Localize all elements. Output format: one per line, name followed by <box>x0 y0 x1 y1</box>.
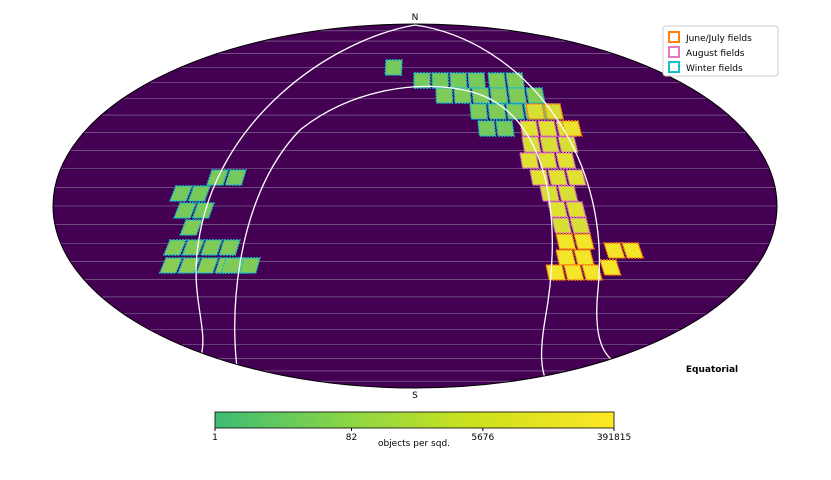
legend-label: June/July fields <box>685 34 752 44</box>
survey-field <box>384 59 403 76</box>
colorbar-tick-label: 1 <box>212 433 218 443</box>
colorbar-tick-label: 5676 <box>471 433 494 443</box>
survey-field <box>477 120 497 137</box>
survey-field <box>569 217 591 234</box>
survey-field <box>199 239 223 256</box>
survey-field <box>449 72 468 89</box>
colorbar-tick-label: 391815 <box>597 433 631 443</box>
survey-field <box>555 152 577 169</box>
survey-field <box>224 169 247 186</box>
survey-field <box>573 249 595 266</box>
survey-field <box>519 152 540 169</box>
survey-field <box>413 72 431 89</box>
survey-field <box>158 257 184 274</box>
survey-field <box>547 169 569 186</box>
survey-field <box>179 219 204 236</box>
galactic-lines <box>195 24 613 386</box>
south-label: S <box>412 391 418 401</box>
legend-swatch <box>668 46 680 58</box>
survey-field <box>191 202 215 219</box>
survey-field <box>487 103 507 120</box>
galactic-curve <box>195 24 613 361</box>
survey-field <box>525 87 546 104</box>
survey-field <box>195 257 219 274</box>
survey-field <box>173 202 198 219</box>
survey-field <box>218 239 241 256</box>
survey-field <box>573 233 595 250</box>
legend-box <box>662 25 779 77</box>
survey-field <box>539 185 560 202</box>
survey-field <box>565 201 587 218</box>
survey-field <box>543 103 565 120</box>
survey-field <box>581 264 604 281</box>
survey-field <box>551 217 573 234</box>
colorbar <box>214 411 615 429</box>
survey-field <box>505 103 526 120</box>
survey-field <box>220 257 243 274</box>
survey-field <box>545 264 567 281</box>
survey-field <box>177 257 202 274</box>
graticule <box>53 30 777 382</box>
survey-field <box>565 169 587 186</box>
legend: June/July fields August fields Winter fiel… <box>668 31 752 74</box>
survey-field <box>435 87 454 104</box>
galactic-curve <box>234 85 553 386</box>
survey-field <box>495 120 515 137</box>
survey-field <box>563 264 585 281</box>
survey-field <box>603 242 626 259</box>
survey-field <box>519 120 540 137</box>
survey-field <box>507 87 528 104</box>
survey-field <box>525 103 546 120</box>
legend-label: Winter fields <box>686 64 743 74</box>
north-label: N <box>412 13 419 23</box>
sky-border <box>52 23 778 389</box>
survey-field <box>555 249 577 266</box>
survey-field <box>505 72 526 89</box>
legend-swatch <box>668 61 680 73</box>
survey-field <box>469 103 489 120</box>
colorbar-label: objects per sqd. <box>378 439 450 449</box>
colorbar-tick-label: 82 <box>346 433 357 443</box>
frame-label: Equatorial <box>686 365 738 375</box>
survey-field <box>547 201 569 218</box>
survey-field <box>539 136 560 153</box>
survey-field <box>467 72 487 89</box>
survey-field <box>561 120 583 137</box>
survey-field <box>557 185 579 202</box>
legend-swatch <box>668 31 680 43</box>
survey-field <box>238 257 261 274</box>
survey-field <box>187 185 212 202</box>
survey-field <box>537 120 558 137</box>
legend-label: August fields <box>686 49 745 59</box>
colorbar-ticks: 1 82 5676 391815 <box>212 428 631 443</box>
fields <box>158 59 645 281</box>
survey-field <box>453 87 472 104</box>
survey-field <box>621 242 645 259</box>
survey-field <box>555 233 577 250</box>
survey-field <box>162 239 188 256</box>
survey-field <box>521 136 542 153</box>
survey-field <box>168 185 194 202</box>
survey-field <box>489 87 509 104</box>
survey-field <box>487 72 507 89</box>
survey-field <box>599 259 622 276</box>
